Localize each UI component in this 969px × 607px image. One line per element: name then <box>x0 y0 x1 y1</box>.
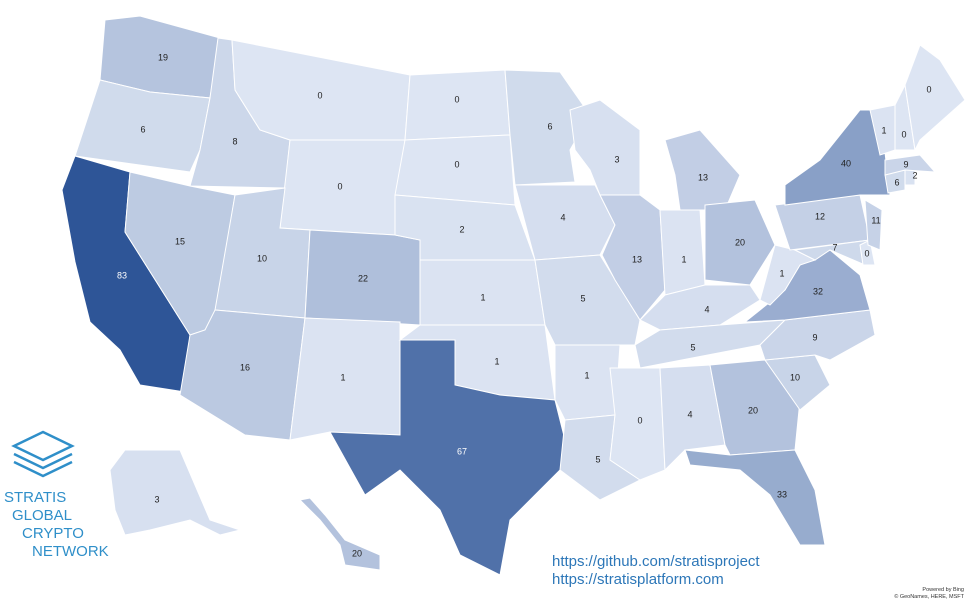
state-value-label: 4 <box>560 212 565 222</box>
state <box>109 449 242 536</box>
state-value-label: 67 <box>457 446 467 456</box>
state <box>394 134 516 206</box>
states <box>61 15 966 576</box>
state-value-label: 1 <box>480 292 485 302</box>
state-value-label: 3 <box>154 494 159 504</box>
state <box>569 99 641 196</box>
state-value-label: 0 <box>454 159 459 169</box>
logo-line: GLOBAL <box>12 507 72 524</box>
state <box>904 44 966 152</box>
state-value-label: 19 <box>158 52 168 62</box>
state-value-label: 1 <box>779 268 784 278</box>
state <box>659 364 726 472</box>
state <box>504 69 591 186</box>
state-value-label: 2 <box>912 170 917 180</box>
state-value-label: 0 <box>454 94 459 104</box>
state-labels: 1968381500101622100211676451531313120450… <box>117 52 932 558</box>
state-value-label: 9 <box>903 159 908 169</box>
attribution: © GeoNames, HERE, MSFT <box>894 593 964 600</box>
state <box>554 344 621 421</box>
state <box>793 239 871 266</box>
state-value-label: 83 <box>117 270 127 280</box>
link[interactable]: https://stratisplatform.com <box>552 571 724 588</box>
state-value-label: 2 <box>459 224 464 234</box>
state-value-label: 6 <box>140 124 145 134</box>
state <box>298 497 381 571</box>
state-value-label: 6 <box>547 121 552 131</box>
state <box>864 199 883 251</box>
state-value-label: 32 <box>813 286 823 296</box>
logo: STRATIS GLOBAL CRYPTO NETWORK <box>4 430 109 560</box>
state-value-label: 13 <box>698 172 708 182</box>
state-value-label: 1 <box>494 356 499 366</box>
state-value-label: 16 <box>240 362 250 372</box>
logo-icon <box>11 430 75 478</box>
state-value-label: 8 <box>232 136 237 146</box>
state-value-label: 33 <box>777 489 787 499</box>
logo-line: CRYPTO <box>22 525 84 542</box>
state-value-label: 5 <box>580 293 585 303</box>
state-value-label: 40 <box>841 158 851 168</box>
state <box>664 129 741 211</box>
state <box>704 199 776 286</box>
state-value-label: 0 <box>637 415 642 425</box>
state-value-label: 3 <box>614 154 619 164</box>
state-value-label: 0 <box>317 90 322 100</box>
state-value-label: 20 <box>735 237 745 247</box>
state-value-label: 6 <box>894 177 899 187</box>
state-value-label: 7 <box>832 242 837 252</box>
state-value-label: 1 <box>584 370 589 380</box>
state <box>659 209 706 296</box>
state-value-label: 5 <box>690 342 695 352</box>
state-value-label: 22 <box>358 273 368 283</box>
state-value-label: 1 <box>881 125 886 135</box>
state-value-label: 0 <box>926 84 931 94</box>
state-value-label: 10 <box>790 372 800 382</box>
state-value-label: 0 <box>901 129 906 139</box>
state-value-label: 0 <box>337 181 342 191</box>
state-value-label: 20 <box>748 405 758 415</box>
state-value-label: 11 <box>871 215 880 225</box>
state-value-label: 12 <box>815 211 825 221</box>
state-value-label: 1 <box>340 372 345 382</box>
state-value-label: 13 <box>632 254 642 264</box>
state-value-label: 9 <box>812 332 817 342</box>
link[interactable]: https://github.com/stratisproject <box>552 553 760 570</box>
state-value-label: 15 <box>175 236 185 246</box>
state-value-label: 4 <box>687 409 692 419</box>
state-value-label: 4 <box>704 304 709 314</box>
state <box>404 69 511 141</box>
attribution: Powered by Bing <box>922 587 964 593</box>
state-value-label: 0 <box>864 248 869 258</box>
state-value-label: 1 <box>681 254 686 264</box>
state-value-label: 5 <box>595 454 600 464</box>
state-value-label: 20 <box>352 548 362 558</box>
state <box>884 154 937 176</box>
logo-line: STRATIS <box>4 489 66 506</box>
state <box>329 339 571 576</box>
state <box>514 184 616 261</box>
state-value-label: 10 <box>257 253 267 263</box>
state <box>759 244 817 306</box>
logo-line: NETWORK <box>32 543 109 560</box>
state <box>684 449 826 546</box>
